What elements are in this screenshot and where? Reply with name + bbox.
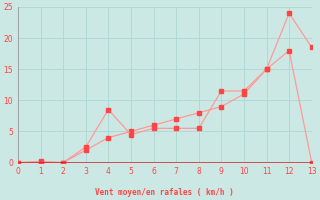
- X-axis label: Vent moyen/en rafales ( km/h ): Vent moyen/en rafales ( km/h ): [95, 188, 234, 197]
